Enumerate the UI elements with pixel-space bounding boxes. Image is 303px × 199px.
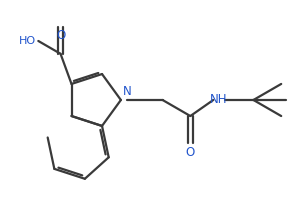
Text: N: N xyxy=(123,85,132,98)
Text: HO: HO xyxy=(19,36,36,46)
Text: O: O xyxy=(186,146,195,159)
Text: NH: NH xyxy=(209,94,227,106)
Text: O: O xyxy=(56,29,65,42)
